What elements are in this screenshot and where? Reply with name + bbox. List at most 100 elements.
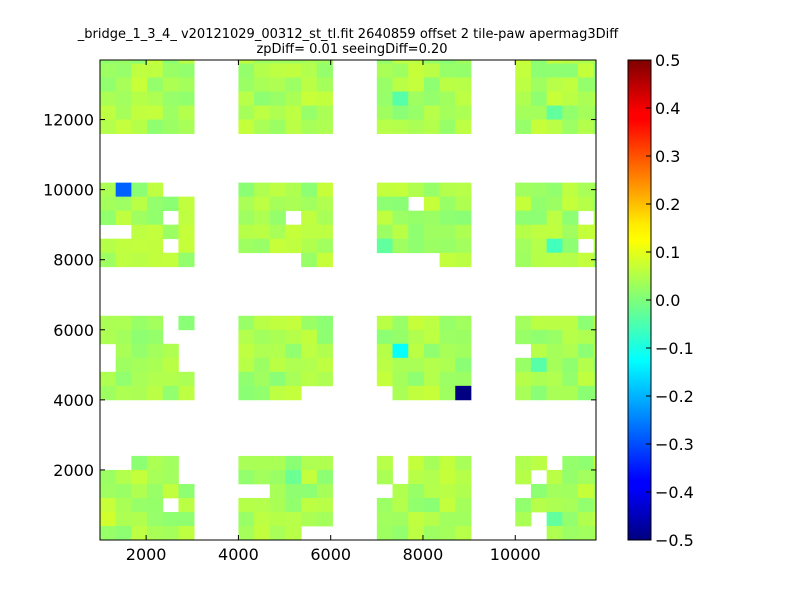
heatmap-cell xyxy=(392,511,409,527)
heatmap-cell xyxy=(578,63,595,78)
heatmap-cell xyxy=(455,252,472,268)
heatmap-cell xyxy=(408,483,425,499)
heatmap-cell xyxy=(269,385,286,401)
heatmap-cell xyxy=(162,343,179,359)
colorbar-tick-label: −0.3 xyxy=(655,435,694,454)
heatmap-cell xyxy=(238,525,255,541)
heatmap-cell xyxy=(515,119,532,134)
heatmap-cell xyxy=(593,525,597,541)
heatmap-cell xyxy=(578,252,595,268)
heatmap-cell xyxy=(178,252,195,268)
heatmap-cell xyxy=(316,371,333,387)
colorbar-tick-label: 0.5 xyxy=(655,51,680,70)
heatmap-cell xyxy=(593,77,597,92)
heatmap-cell xyxy=(301,210,318,226)
y-axis-tick-label: 6000 xyxy=(53,321,94,340)
heatmap-cell xyxy=(423,224,440,240)
heatmap-cell xyxy=(578,329,595,345)
heatmap-cell xyxy=(423,511,440,527)
heatmap-cell xyxy=(147,60,164,64)
colorbar-tick-label: −0.4 xyxy=(655,483,694,502)
heatmap-cell xyxy=(178,483,195,499)
heatmap-cell xyxy=(178,105,195,120)
heatmap-cell xyxy=(546,371,563,387)
heatmap-cell xyxy=(131,385,148,401)
heatmap-cell xyxy=(115,315,132,331)
heatmap-cell xyxy=(530,252,548,268)
heatmap-cell xyxy=(100,385,117,401)
heatmap-cell xyxy=(100,77,117,92)
heatmap-cell xyxy=(238,497,255,513)
heatmap-cell xyxy=(254,182,271,198)
heatmap-cell xyxy=(562,329,579,345)
heatmap-cell xyxy=(578,182,595,198)
heatmap-cell xyxy=(562,371,579,387)
heatmap-cell xyxy=(439,91,456,106)
colorbar-tick-label: −0.1 xyxy=(655,339,694,358)
colorbar-tick-label: 0.3 xyxy=(655,147,680,166)
heatmap-cell xyxy=(439,119,456,134)
heatmap-cell xyxy=(455,60,472,64)
heatmap-cell xyxy=(238,238,255,254)
heatmap-cell xyxy=(392,182,409,198)
heatmap-cell xyxy=(562,119,579,134)
heatmap-cell xyxy=(392,63,409,78)
heatmap-cell xyxy=(546,329,563,345)
heatmap-cell xyxy=(316,196,333,212)
heatmap-cell xyxy=(593,329,597,345)
heatmap-cell xyxy=(376,210,393,226)
heatmap-cell xyxy=(316,511,333,527)
heatmap-cell xyxy=(115,511,132,527)
heatmap-cell xyxy=(392,77,409,92)
heatmap-cell xyxy=(316,497,333,513)
colorbar-tick-label: 0.4 xyxy=(655,99,680,118)
heatmap-cell xyxy=(254,343,271,359)
heatmap-cell xyxy=(546,483,563,499)
heatmap-cell xyxy=(285,469,302,485)
heatmap-cell xyxy=(408,105,425,120)
heatmap-cell xyxy=(147,511,164,527)
heatmap-cell xyxy=(162,511,179,527)
heatmap-cell xyxy=(269,497,286,513)
heatmap-cell xyxy=(593,60,597,64)
heatmap-cell xyxy=(178,119,195,134)
heatmap-cell xyxy=(392,315,409,331)
heatmap-cell xyxy=(316,105,333,120)
x-axis-tick-label: 4000 xyxy=(218,545,259,564)
heatmap-cell xyxy=(131,196,148,212)
heatmap-cell xyxy=(423,497,440,513)
heatmap-cell xyxy=(546,63,563,78)
heatmap-cell xyxy=(593,343,597,359)
heatmap-cell xyxy=(254,371,271,387)
heatmap-cell xyxy=(408,469,425,485)
heatmap-cell xyxy=(593,511,597,527)
heatmap-cell xyxy=(423,77,440,92)
heatmap-cell xyxy=(546,210,563,226)
heatmap-cell xyxy=(178,371,195,387)
heatmap-cell xyxy=(423,119,440,134)
heatmap-cell xyxy=(376,77,393,92)
heatmap-cell xyxy=(455,343,472,359)
heatmap-cell xyxy=(301,182,318,198)
heatmap-cell xyxy=(439,182,456,198)
heatmap-cell xyxy=(115,385,132,401)
heatmap-cell xyxy=(423,371,440,387)
heatmap-cell xyxy=(100,511,117,527)
heatmap-cell xyxy=(178,91,195,106)
colorbar-tick-label: −0.5 xyxy=(655,531,694,550)
heatmap-cell xyxy=(530,60,548,64)
heatmap-cell xyxy=(100,252,117,268)
heatmap-cell xyxy=(455,329,472,345)
heatmap-cell xyxy=(147,343,164,359)
heatmap-cell xyxy=(238,511,255,527)
heatmap-cell xyxy=(269,455,286,471)
heatmap-cell xyxy=(131,525,148,541)
heatmap-cell xyxy=(562,357,579,373)
heatmap-cell xyxy=(578,343,595,359)
heatmap-cell xyxy=(301,483,318,499)
heatmap-cell xyxy=(455,77,472,92)
heatmap-cell xyxy=(530,238,548,254)
heatmap-cell xyxy=(376,525,393,541)
heatmap-cell xyxy=(147,357,164,373)
heatmap-cell xyxy=(593,196,597,212)
